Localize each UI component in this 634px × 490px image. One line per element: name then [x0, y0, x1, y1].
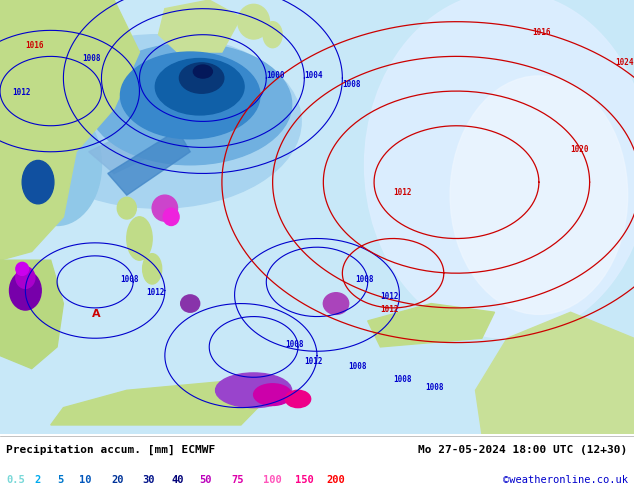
Text: 50: 50	[200, 475, 212, 485]
Polygon shape	[0, 0, 139, 260]
Polygon shape	[108, 130, 190, 195]
Ellipse shape	[365, 0, 634, 338]
Text: 10: 10	[79, 475, 92, 485]
Polygon shape	[0, 260, 63, 368]
Text: A: A	[92, 309, 101, 318]
Ellipse shape	[164, 208, 179, 225]
Ellipse shape	[179, 63, 224, 93]
Text: 1008: 1008	[120, 275, 139, 284]
Polygon shape	[51, 382, 266, 425]
Text: 1012: 1012	[380, 292, 399, 301]
Text: 1020: 1020	[571, 145, 589, 154]
Polygon shape	[89, 96, 222, 173]
Ellipse shape	[10, 271, 41, 310]
Text: 1024: 1024	[615, 58, 633, 67]
Text: 1008: 1008	[355, 275, 373, 284]
Text: 1008: 1008	[82, 54, 101, 63]
Ellipse shape	[254, 384, 292, 405]
Text: 1016: 1016	[25, 41, 44, 49]
Ellipse shape	[19, 139, 70, 208]
Ellipse shape	[16, 267, 35, 289]
Text: 200: 200	[327, 475, 346, 485]
Ellipse shape	[117, 197, 136, 219]
Ellipse shape	[238, 4, 269, 39]
Text: 0.5: 0.5	[6, 475, 25, 485]
Text: 40: 40	[171, 475, 184, 485]
Ellipse shape	[127, 217, 152, 260]
Text: 1012: 1012	[393, 188, 411, 197]
Text: 1008: 1008	[393, 375, 411, 384]
Text: ©weatheronline.co.uk: ©weatheronline.co.uk	[503, 475, 628, 485]
Ellipse shape	[143, 254, 162, 284]
Text: 1012: 1012	[146, 288, 164, 297]
Text: 2: 2	[35, 475, 41, 485]
Text: 150: 150	[295, 475, 314, 485]
Ellipse shape	[13, 104, 101, 225]
Text: 1012: 1012	[380, 305, 399, 314]
Text: 1008: 1008	[342, 80, 361, 89]
Text: 1016: 1016	[533, 28, 551, 37]
Ellipse shape	[22, 160, 54, 204]
Ellipse shape	[285, 390, 311, 408]
Polygon shape	[368, 304, 495, 347]
Ellipse shape	[16, 35, 301, 208]
Ellipse shape	[120, 52, 260, 139]
Text: 30: 30	[143, 475, 155, 485]
Ellipse shape	[89, 44, 292, 165]
Text: 1008: 1008	[349, 362, 367, 370]
Ellipse shape	[181, 295, 200, 312]
Ellipse shape	[450, 76, 628, 315]
Text: 1012: 1012	[13, 88, 31, 98]
Text: 1008: 1008	[285, 340, 304, 349]
Text: 5: 5	[57, 475, 63, 485]
Ellipse shape	[193, 65, 212, 78]
Text: 1008: 1008	[425, 383, 443, 392]
Polygon shape	[158, 0, 241, 52]
Ellipse shape	[216, 373, 292, 408]
Text: 75: 75	[231, 475, 244, 485]
Ellipse shape	[323, 293, 349, 315]
Text: 1000: 1000	[266, 71, 285, 80]
Ellipse shape	[263, 22, 282, 48]
Text: 1012: 1012	[304, 357, 323, 366]
Text: Mo 27-05-2024 18:00 UTC (12+30): Mo 27-05-2024 18:00 UTC (12+30)	[418, 445, 628, 455]
Ellipse shape	[16, 262, 29, 275]
Ellipse shape	[155, 58, 244, 115]
Text: Precipitation accum. [mm] ECMWF: Precipitation accum. [mm] ECMWF	[6, 445, 216, 455]
Polygon shape	[476, 312, 634, 434]
Ellipse shape	[152, 195, 178, 221]
Text: 100: 100	[263, 475, 282, 485]
Text: 1004: 1004	[304, 71, 323, 80]
Text: 20: 20	[111, 475, 124, 485]
